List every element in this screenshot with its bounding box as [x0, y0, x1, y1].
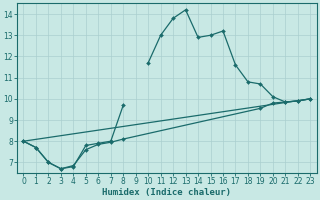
X-axis label: Humidex (Indice chaleur): Humidex (Indice chaleur)	[102, 188, 231, 197]
